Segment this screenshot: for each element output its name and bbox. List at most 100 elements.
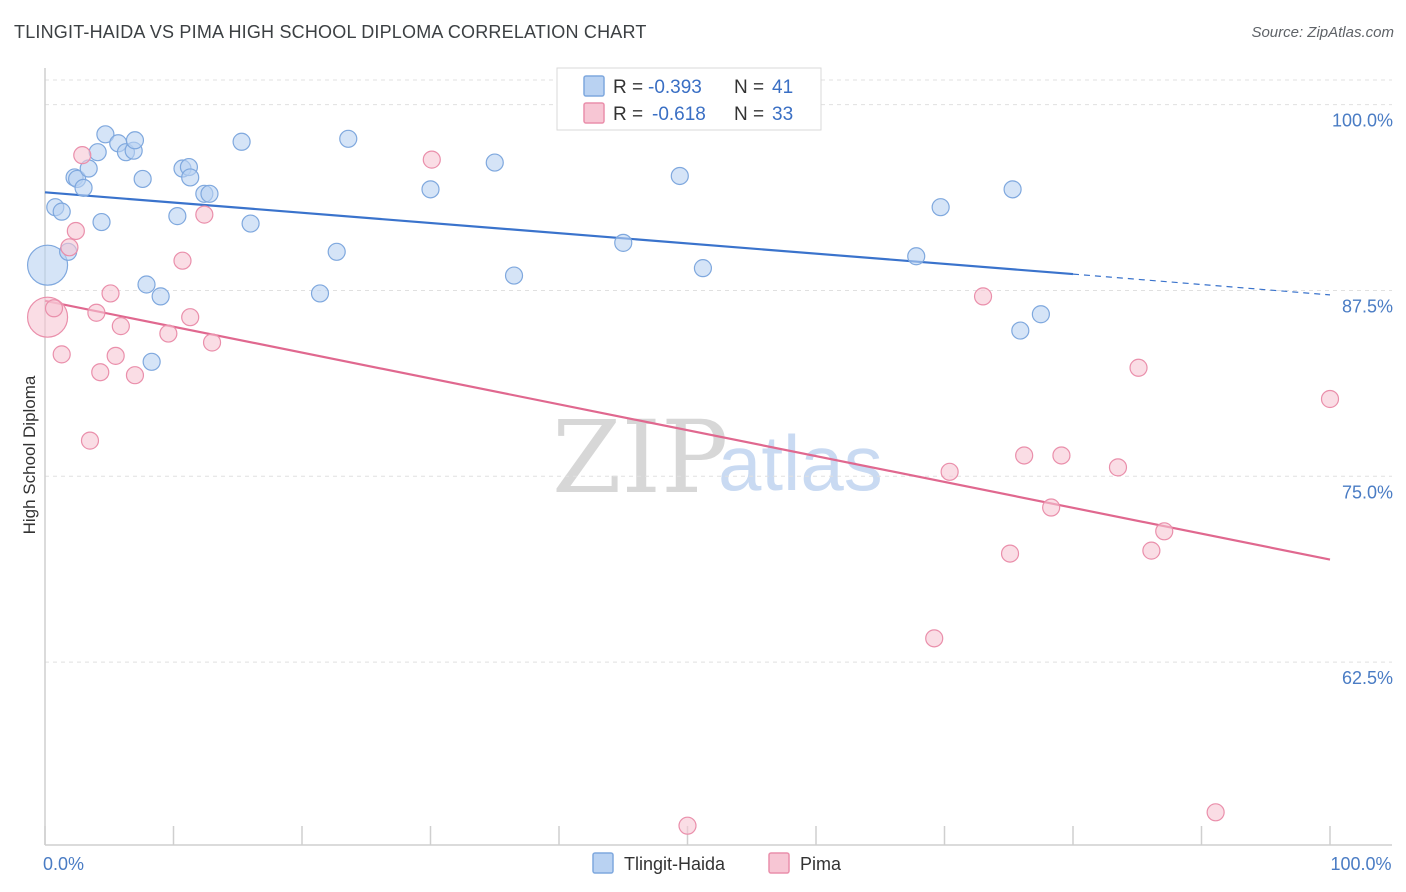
data-point-pink: [1052, 446, 1071, 465]
data-point-pink: [422, 150, 441, 169]
axes: [44, 68, 1392, 846]
series-legend-label-tlingit-haida[interactable]: Tlingit-Haida: [624, 854, 726, 874]
legend-n-label-1: N =: [734, 77, 764, 98]
series-legend-swatch-pima[interactable]: [768, 852, 790, 874]
data-point-pink: [73, 146, 92, 165]
data-point-blue: [92, 212, 111, 232]
trend-line-extension-blue: [1072, 273, 1331, 296]
data-point-pink: [1015, 446, 1034, 465]
data-point-pink: [195, 205, 214, 224]
y-tick-label: 87.5%: [1342, 296, 1393, 316]
data-points: [26, 125, 1340, 835]
data-point-pink: [52, 345, 71, 364]
legend-swatch-tlingit-haida: [583, 75, 605, 97]
data-point-pink: [1108, 458, 1128, 477]
watermark-zip: ZIP: [552, 399, 728, 516]
data-point-blue: [504, 266, 524, 285]
data-point-pink: [66, 221, 85, 241]
data-point-pink: [44, 299, 64, 318]
data-point-blue: [310, 284, 330, 303]
data-point-blue: [421, 180, 440, 199]
y-axis-label: High School Diploma: [20, 375, 39, 534]
data-point-blue: [614, 233, 633, 252]
data-point-blue: [74, 178, 93, 197]
data-point-blue: [137, 275, 156, 294]
watermark: ZIP atlas: [552, 399, 883, 516]
data-point-pink: [1129, 358, 1148, 377]
legend-n-label-2: N =: [734, 104, 764, 125]
y-tick-labels: 100.0% 87.5% 75.0% 62.5%: [1332, 111, 1393, 689]
x-tick-labels: 0.0% 100.0%: [43, 854, 1392, 874]
data-point-blue: [931, 198, 950, 217]
data-point-blue: [907, 247, 926, 266]
gridlines: [45, 79, 1392, 663]
data-point-blue: [26, 244, 69, 286]
data-point-pink: [1320, 389, 1340, 409]
data-point-pink: [925, 629, 944, 648]
trend-line-pink: [44, 299, 1331, 561]
data-point-blue: [181, 168, 200, 187]
legend-r-value-1: -0.393: [648, 77, 702, 98]
data-point-blue: [133, 169, 152, 189]
data-point-pink: [1142, 541, 1161, 560]
data-point-blue: [125, 131, 145, 150]
data-point-pink: [973, 287, 993, 306]
y-tick-label: 62.5%: [1342, 668, 1393, 688]
data-point-blue: [1003, 180, 1022, 199]
data-point-blue: [1011, 321, 1030, 340]
data-point-pink: [1000, 544, 1020, 563]
data-point-blue: [142, 352, 161, 371]
data-point-pink: [101, 284, 120, 303]
data-point-blue: [339, 129, 358, 148]
data-point-blue: [96, 125, 115, 144]
legend-r-label-1: R =: [613, 77, 643, 98]
data-point-pink: [678, 816, 697, 835]
data-point-pink: [940, 462, 959, 481]
x-tick-label: 100.0%: [1330, 854, 1391, 874]
data-point-pink: [106, 346, 125, 365]
data-point-blue: [168, 207, 187, 226]
chart-title: TLINGIT-HAIDA VS PIMA HIGH SCHOOL DIPLOM…: [14, 22, 647, 42]
legend-swatch-pima: [583, 102, 605, 124]
watermark-atlas: atlas: [718, 419, 883, 507]
data-point-blue: [232, 132, 251, 151]
x-tick-label: 0.0%: [43, 854, 84, 874]
data-point-pink: [202, 333, 222, 352]
data-point-pink: [125, 366, 145, 385]
source-credit[interactable]: Source: ZipAtlas.com: [1251, 24, 1394, 41]
data-point-pink: [1155, 522, 1174, 541]
legend-n-value-1: 41: [772, 77, 793, 98]
series-legend-label-pima[interactable]: Pima: [800, 854, 842, 874]
trend-lines: [44, 191, 1331, 561]
data-point-pink: [159, 324, 178, 343]
data-point-blue: [670, 166, 689, 186]
data-point-blue: [1031, 305, 1050, 324]
data-point-blue: [151, 287, 170, 306]
data-point-pink: [111, 317, 130, 336]
data-point-pink: [1206, 803, 1225, 822]
data-point-blue: [88, 143, 107, 162]
data-point-blue: [200, 184, 219, 203]
data-point-pink: [87, 303, 106, 322]
data-point-pink: [91, 363, 110, 382]
trend-line-blue: [44, 191, 1074, 276]
data-point-blue: [241, 214, 260, 233]
legend-n-value-2: 33: [772, 104, 793, 125]
data-point-pink: [60, 238, 79, 257]
legend-r-label-2: R =: [613, 104, 643, 125]
series-legend: Tlingit-Haida Pima: [592, 852, 842, 874]
data-point-pink: [173, 251, 192, 270]
data-point-pink: [181, 308, 200, 327]
data-point-blue: [52, 202, 71, 221]
data-point-blue: [485, 153, 504, 172]
data-point-blue: [693, 259, 713, 278]
data-point-pink: [1042, 498, 1061, 517]
y-tick-label: 75.0%: [1342, 482, 1393, 502]
data-point-blue: [327, 242, 346, 261]
y-tick-label: 100.0%: [1332, 111, 1393, 131]
correlation-legend: R = -0.393 N = 41 R = -0.618 N = 33: [556, 67, 822, 131]
data-point-pink: [80, 431, 100, 450]
series-legend-swatch-tlingit-haida[interactable]: [592, 852, 614, 874]
legend-r-value-2: -0.618: [652, 104, 706, 125]
